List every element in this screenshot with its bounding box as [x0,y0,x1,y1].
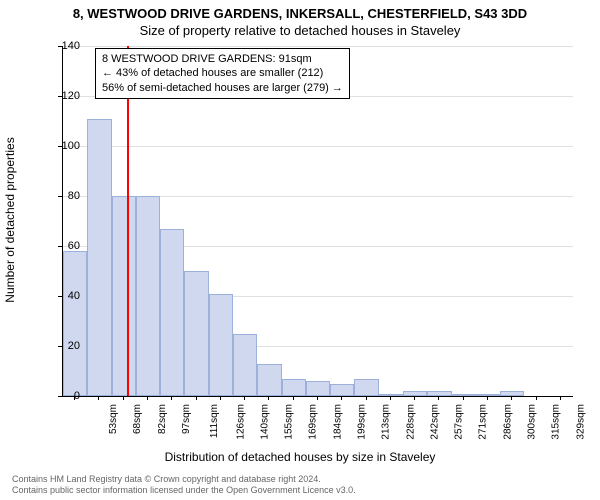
histogram-bar [87,119,111,397]
histogram-bar [63,251,87,396]
footer-line-1: Contains HM Land Registry data © Crown c… [12,474,356,485]
x-tick-label: 315sqm [551,404,562,440]
x-tick-mark [196,396,197,400]
legend-line-3: 56% of semi-detached houses are larger (… [102,81,343,95]
x-tick-label: 184sqm [332,404,343,440]
x-tick-label: 242sqm [429,404,440,440]
histogram-bar [330,384,354,397]
histogram-bar [403,391,427,396]
histogram-bar [500,391,524,396]
x-tick-mark [123,396,124,400]
x-tick-mark [98,396,99,400]
histogram-bar [354,379,378,397]
x-tick-label: 111sqm [209,404,220,438]
x-tick-mark [366,396,367,400]
x-tick-label: 82sqm [157,404,168,434]
footer-line-2: Contains public sector information licen… [12,485,356,496]
y-tick-label: 0 [50,390,80,402]
x-tick-label: 199sqm [357,404,368,440]
x-tick-label: 53sqm [108,404,119,434]
histogram-bar [306,381,330,396]
histogram-bar [136,196,160,396]
y-tick-label: 20 [50,340,80,352]
x-axis-label: Distribution of detached houses by size … [0,450,600,464]
x-tick-label: 300sqm [527,404,538,440]
footer-attribution: Contains HM Land Registry data © Crown c… [12,474,356,496]
x-tick-label: 257sqm [454,404,465,440]
x-tick-label: 271sqm [478,404,489,440]
x-tick-label: 126sqm [235,404,246,440]
histogram-bar [160,229,184,397]
legend-box: 8 WESTWOOD DRIVE GARDENS: 91sqm ← 43% of… [95,48,350,99]
legend-line-1: 8 WESTWOOD DRIVE GARDENS: 91sqm [102,52,343,66]
x-tick-mark [438,396,439,400]
histogram-bar [379,394,403,397]
x-tick-label: 97sqm [181,404,192,434]
x-tick-mark [390,396,391,400]
x-tick-label: 286sqm [502,404,513,440]
x-tick-label: 228sqm [405,404,416,440]
histogram-bar [184,271,208,396]
x-tick-mark [244,396,245,400]
x-tick-mark [293,396,294,400]
y-tick-label: 140 [50,40,80,52]
y-tick-label: 40 [50,290,80,302]
x-tick-mark [268,396,269,400]
x-tick-mark [414,396,415,400]
x-tick-label: 140sqm [259,404,270,440]
chart-container: 8, WESTWOOD DRIVE GARDENS, INKERSALL, CH… [0,0,600,500]
x-tick-mark [487,396,488,400]
x-tick-mark [463,396,464,400]
y-tick-label: 100 [50,140,80,152]
histogram-bar [282,379,306,397]
x-tick-mark [74,396,75,400]
x-tick-label: 169sqm [308,404,319,440]
x-tick-mark [317,396,318,400]
y-tick-label: 80 [50,190,80,202]
title-main: 8, WESTWOOD DRIVE GARDENS, INKERSALL, CH… [0,0,600,21]
x-tick-mark [147,396,148,400]
x-tick-label: 213sqm [381,404,392,440]
histogram-bar [209,294,233,397]
y-tick-label: 60 [50,240,80,252]
histogram-bar [427,391,451,396]
x-tick-mark [536,396,537,400]
x-tick-mark [511,396,512,400]
x-tick-label: 155sqm [284,404,295,440]
x-tick-label: 68sqm [132,404,143,434]
histogram-bar [112,196,136,396]
x-tick-mark [220,396,221,400]
y-tick-label: 120 [50,90,80,102]
histogram-bar [452,394,476,397]
x-tick-mark [560,396,561,400]
y-axis-label: Number of detached properties [3,137,17,302]
histogram-bar [233,334,257,397]
x-tick-mark [171,396,172,400]
histogram-bar [257,364,281,397]
x-tick-label: 329sqm [575,404,586,440]
legend-line-2: ← 43% of detached houses are smaller (21… [102,66,343,80]
title-sub: Size of property relative to detached ho… [0,21,600,38]
x-tick-mark [341,396,342,400]
